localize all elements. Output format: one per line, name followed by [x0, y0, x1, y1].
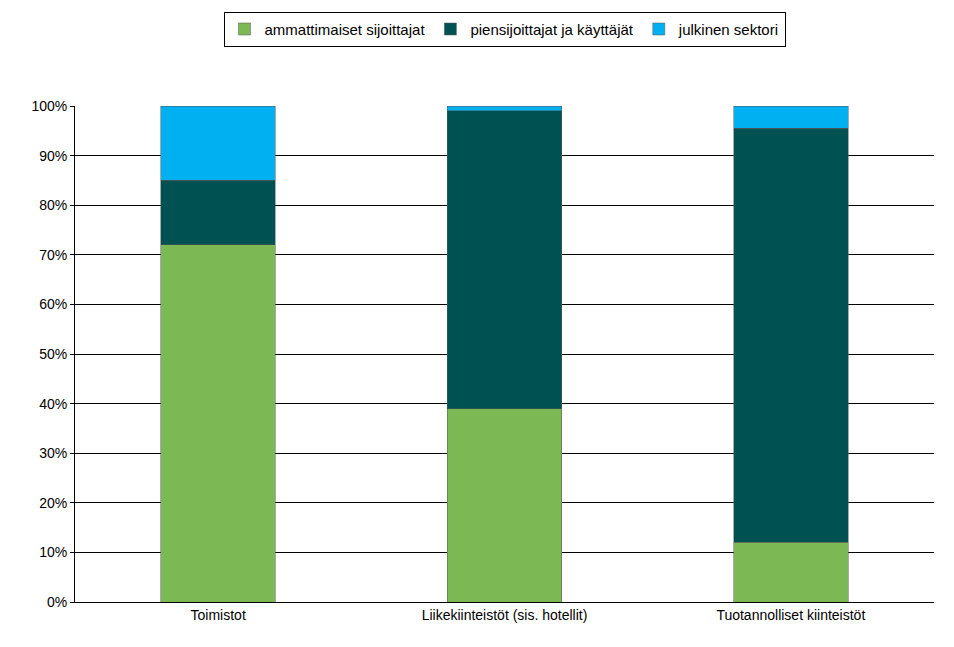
svg-text:20%: 20% — [39, 495, 67, 511]
svg-text:70%: 70% — [39, 247, 67, 263]
svg-text:Tuotannolliset kiinteistöt: Tuotannolliset kiinteistöt — [716, 607, 865, 623]
svg-text:piensijoittajat ja käyttäjät: piensijoittajat ja käyttäjät — [470, 21, 633, 38]
svg-text:80%: 80% — [39, 197, 67, 213]
svg-text:30%: 30% — [39, 445, 67, 461]
svg-text:60%: 60% — [39, 296, 67, 312]
svg-text:ammattimaiset sijoittajat: ammattimaiset sijoittajat — [265, 21, 426, 38]
svg-text:40%: 40% — [39, 396, 67, 412]
svg-text:0%: 0% — [47, 594, 67, 610]
svg-text:julkinen sektori: julkinen sektori — [678, 21, 778, 38]
svg-text:90%: 90% — [39, 148, 67, 164]
svg-text:100%: 100% — [31, 98, 67, 114]
svg-text:50%: 50% — [39, 346, 67, 362]
svg-text:Toimistot: Toimistot — [191, 607, 246, 623]
svg-text:Liikekiinteistöt (sis. hotelli: Liikekiinteistöt (sis. hotellit) — [422, 607, 588, 623]
svg-text:10%: 10% — [39, 544, 67, 560]
